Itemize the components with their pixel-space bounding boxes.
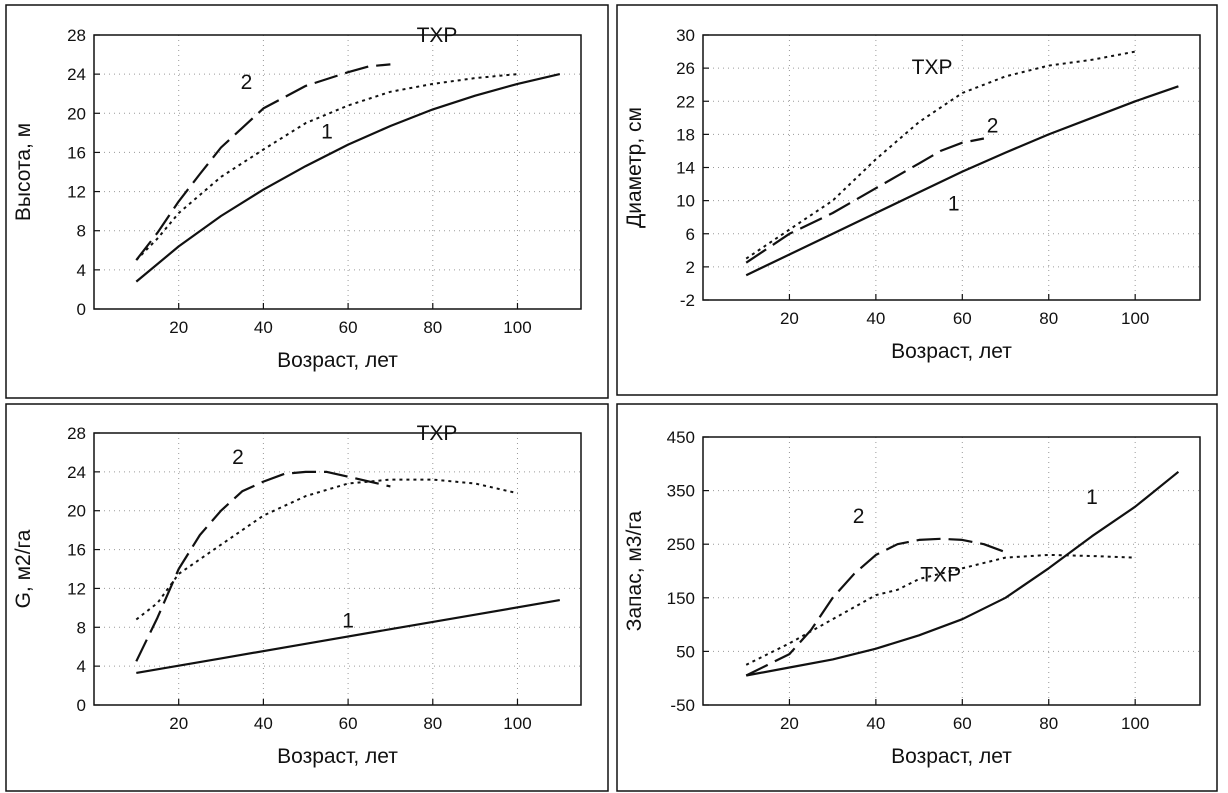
y-tick-label: 16 [67, 143, 86, 162]
y-tick-label: 2 [686, 258, 695, 277]
x-tick-label: 60 [339, 318, 358, 337]
x-tick-label: 60 [339, 714, 358, 733]
x-axis-label: Возраст, лет [891, 340, 1012, 363]
y-tick-label: 16 [67, 541, 86, 560]
x-tick-label: 100 [503, 714, 531, 733]
plot-area [93, 34, 582, 310]
x-tick-label: 80 [1039, 309, 1058, 328]
x-tick-label: 100 [1121, 309, 1149, 328]
y-tick-label: 24 [67, 463, 86, 482]
y-tick-label: 20 [67, 502, 86, 521]
series-annotation: 1 [321, 121, 333, 144]
x-tick-label: 80 [423, 318, 442, 337]
series-annotation: 2 [241, 71, 253, 94]
y-tick-label: 12 [67, 579, 86, 598]
panel-frame [616, 403, 1218, 792]
y-tick-label: 350 [667, 482, 695, 501]
series-annotation: 1 [1086, 486, 1098, 509]
x-axis-label: Возраст, лет [277, 349, 398, 372]
series-annotation: 2 [853, 505, 865, 528]
x-tick-label: 100 [1121, 714, 1149, 733]
y-tick-label: 26 [676, 59, 695, 78]
x-tick-label: 60 [953, 309, 972, 328]
panel-frame [5, 403, 609, 792]
series-annotation: ТХР [912, 56, 953, 79]
y-tick-label: 6 [686, 225, 695, 244]
series-line-1 [745, 85, 1179, 277]
x-tick-label: 80 [423, 714, 442, 733]
y-tick-label: 28 [67, 26, 86, 45]
y-tick-label: 150 [667, 589, 695, 608]
y-tick-label: 450 [667, 428, 695, 447]
plot-area [702, 436, 1201, 706]
y-tick-label: 24 [67, 65, 86, 84]
series-line-2 [135, 63, 391, 261]
y-tick-label: 4 [77, 657, 86, 676]
y-axis-label: Запас, м3/га [623, 510, 646, 631]
x-tick-label: 20 [169, 714, 188, 733]
y-tick-label: 22 [676, 92, 695, 111]
chart-4: 20 40 60 80 100 -50 50 150 250 350 450 Возраст, лет… [616, 403, 1218, 792]
series-line-2 [135, 470, 391, 662]
y-tick-label: 20 [67, 104, 86, 123]
y-tick-label: 250 [667, 535, 695, 554]
y-tick-label: 0 [77, 300, 86, 319]
x-tick-label: 40 [866, 309, 885, 328]
plot-area [93, 432, 582, 706]
panel-frame [616, 4, 1218, 396]
x-tick-label: 60 [953, 714, 972, 733]
x-tick-label: 20 [169, 318, 188, 337]
series-annotation: 1 [342, 609, 354, 632]
series-annotation: ТХР [417, 422, 458, 445]
series-annotation: 2 [987, 115, 999, 138]
y-tick-label: 12 [67, 183, 86, 202]
y-tick-label: 4 [77, 261, 86, 280]
y-tick-label: 18 [676, 125, 695, 144]
y-tick-label: 50 [676, 642, 695, 661]
series-line-1 [135, 73, 561, 283]
series-line-2 [745, 137, 985, 264]
x-tick-label: 20 [780, 309, 799, 328]
x-tick-label: 40 [254, 318, 273, 337]
series-line-txr [745, 50, 1136, 260]
y-tick-label: 14 [676, 159, 695, 178]
series-line-txr [135, 73, 518, 261]
series-line-1 [136, 599, 560, 674]
y-tick-label: 28 [67, 424, 86, 443]
series-annotation: 2 [232, 446, 244, 469]
x-axis-label: Возраст, лет [277, 745, 398, 768]
y-tick-label: 30 [676, 26, 695, 45]
y-axis-label: Диаметр, см [623, 107, 646, 228]
x-tick-label: 40 [254, 714, 273, 733]
x-axis-label: Возраст, лет [891, 745, 1012, 768]
y-tick-label: 8 [77, 222, 86, 241]
x-tick-label: 40 [866, 714, 885, 733]
x-tick-label: 80 [1039, 714, 1058, 733]
y-tick-label: -2 [680, 291, 695, 310]
y-axis-label: G, м2/га [12, 529, 35, 608]
y-axis-label: Высота, м [12, 123, 35, 221]
y-tick-label: -50 [670, 696, 695, 715]
series-annotation: ТХР [417, 24, 458, 47]
panel-frame [5, 4, 609, 399]
x-tick-label: 100 [503, 318, 531, 337]
y-tick-label: 10 [676, 192, 695, 211]
series-annotation: ТХР [920, 564, 961, 587]
series-annotation: 1 [948, 193, 960, 216]
series-line-2 [745, 537, 1006, 677]
y-tick-label: 0 [77, 696, 86, 715]
series-line-1 [745, 470, 1180, 677]
series-line-txr [135, 478, 518, 621]
y-tick-label: 8 [77, 618, 86, 637]
x-tick-label: 20 [780, 714, 799, 733]
